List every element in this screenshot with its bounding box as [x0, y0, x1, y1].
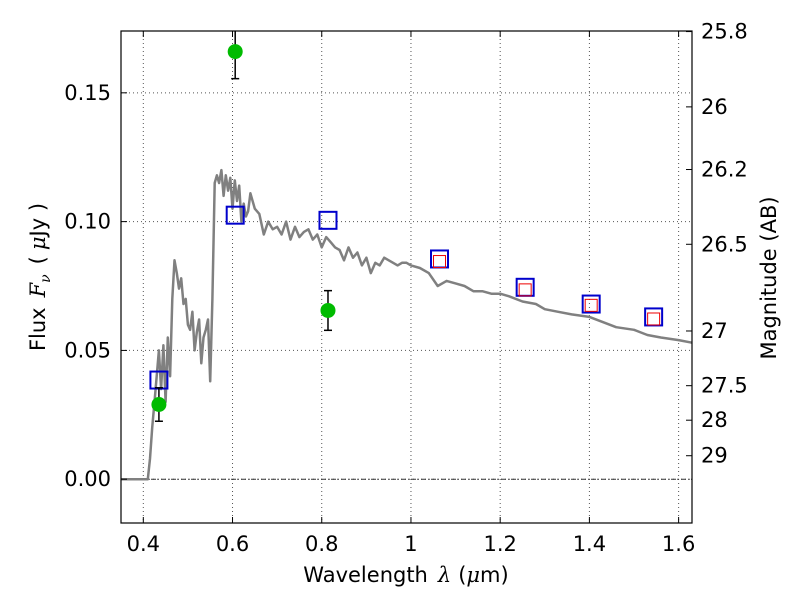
x-tick-label: 1.2: [483, 532, 516, 556]
magnitude-tick-label: 29: [701, 444, 728, 468]
y2-axis-label: Magnitude (AB): [757, 196, 781, 359]
observed-photometry-point: [151, 397, 167, 413]
model-photometry-point: [225, 205, 245, 225]
y-axis-label: FluxFν(μJy ): [26, 203, 54, 351]
model-photometry-point: [581, 294, 601, 314]
synthetic-photometry-point: [433, 255, 447, 269]
observed-photometry-point: [320, 302, 336, 318]
plot-frame: [120, 30, 693, 524]
magnitude-tick-label: 26: [701, 95, 728, 119]
y-tick-label: 0.00: [64, 467, 111, 491]
model-photometry-point: [318, 210, 338, 230]
plot-content: [121, 31, 693, 481]
x-tick-label: 1.6: [662, 532, 695, 556]
magnitude-tick-label: 27.5: [701, 374, 748, 398]
plot-area: [121, 31, 692, 523]
synthetic-photometry-point: [584, 298, 598, 312]
y-tick-label: 0.15: [64, 81, 111, 105]
y-axis: 0.00 0.05 0.10 0.15: [64, 81, 127, 491]
x-tick-label: 1.4: [573, 532, 606, 556]
y-tick-label: 0.05: [64, 338, 111, 362]
x-tick-label: 1: [404, 532, 417, 556]
x-tick-label: 0.4: [127, 532, 160, 556]
y-tick-label: 0.10: [64, 210, 111, 234]
magnitude-tick-label: 25.8: [701, 20, 748, 44]
x-axis: 0.4 0.6 0.8 1 1.2 1.4 1.6: [127, 31, 695, 556]
magnitude-tick-label: 28: [701, 408, 728, 432]
x-tick-label: 0.8: [305, 532, 338, 556]
synthetic-photometry-point: [647, 312, 661, 326]
magnitude-axis: 25.8 26 26.2 26.5 27 27.5 28 29: [686, 20, 748, 468]
observed-photometry-point: [227, 44, 243, 60]
magnitude-tick-label: 27: [701, 319, 728, 343]
x-axis-label: Wavelength λ (μm): [303, 563, 508, 587]
x-tick-label: 0.6: [216, 532, 249, 556]
magnitude-tick-label: 26.2: [701, 158, 748, 182]
spectrum-line: [121, 168, 693, 481]
magnitude-tick-label: 26.5: [701, 232, 748, 256]
synthetic-photometry-point: [518, 283, 532, 297]
